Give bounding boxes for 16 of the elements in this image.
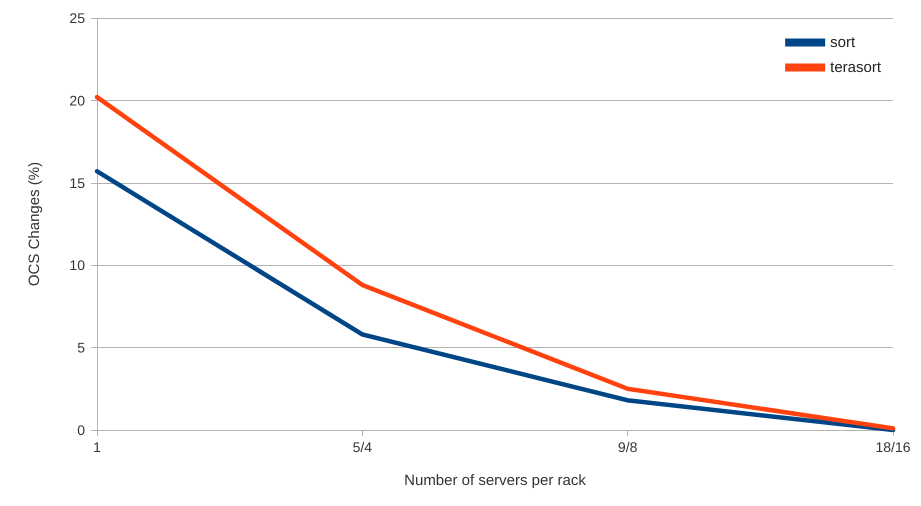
x-tick-label: 1 [93, 439, 102, 455]
x-axis-title: Number of servers per rack [404, 472, 586, 489]
x-tick-label: 18/16 [875, 439, 911, 455]
y-tick-label: 20 [69, 92, 86, 108]
y-tick-label: 0 [77, 422, 86, 438]
x-tick-label: 9/8 [618, 439, 638, 455]
x-tick-label: 5/4 [352, 439, 372, 455]
y-axis-title: OCS Changes (%) [26, 162, 43, 286]
y-tick-label: 25 [69, 10, 86, 26]
line-series [94, 94, 896, 431]
y-tick-label: 10 [69, 257, 86, 274]
y-tick-label: 15 [69, 174, 86, 191]
legend-label: sort [830, 34, 856, 51]
line-series [94, 169, 896, 432]
legend-label: terasort [830, 59, 882, 76]
y-tick-label: 5 [77, 340, 86, 356]
